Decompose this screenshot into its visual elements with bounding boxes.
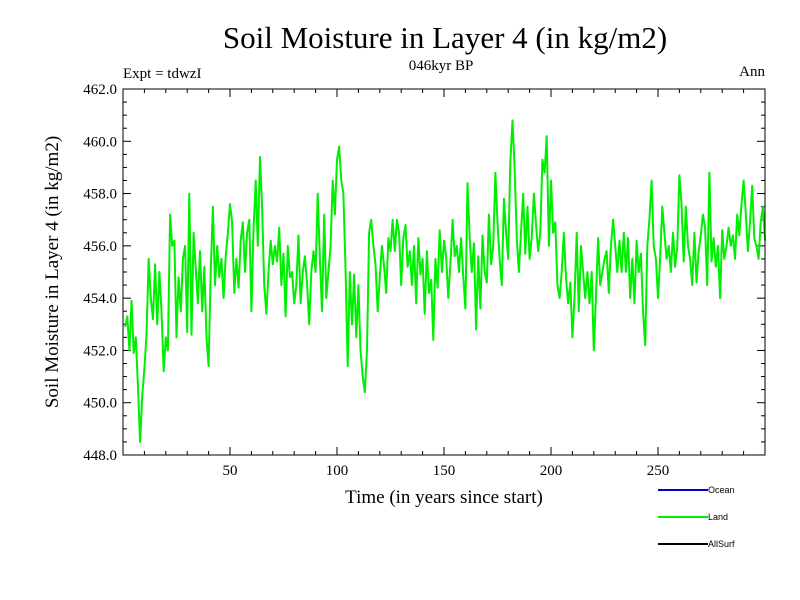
- y-axis-label: Soil Moisture in Layer 4 (in kg/m2): [42, 136, 63, 408]
- x-tick-label: 200: [540, 463, 563, 479]
- axis-ticks: 50 100 150 200 250 448.0 450.0 452.0 454.0 456.0 4…: [83, 82, 765, 479]
- x-tick-label: 100: [326, 463, 349, 479]
- y-tick-label: 448.0: [83, 448, 117, 464]
- chart-subtitle: 046kyr BP: [409, 58, 474, 74]
- series-layer: [124, 119, 766, 443]
- x-axis-label: Time (in years since start): [345, 487, 543, 508]
- y-tick-label: 462.0: [83, 82, 117, 98]
- y-tick-label: 458.0: [83, 187, 117, 203]
- y-tick-label: 460.0: [83, 134, 117, 150]
- experiment-label: Expt = tdwzI: [123, 66, 201, 82]
- x-tick-label: 50: [223, 463, 238, 479]
- x-tick-label: 150: [433, 463, 456, 479]
- season-label: Ann: [739, 64, 765, 80]
- legend-label-allsurf: AllSurf: [708, 539, 735, 549]
- legend-label-ocean: Ocean: [708, 485, 735, 495]
- legend: Ocean Land AllSurf: [658, 485, 735, 549]
- y-tick-label: 452.0: [83, 343, 117, 359]
- y-tick-label: 454.0: [83, 291, 117, 307]
- plot-frame: [122, 88, 766, 456]
- chart-title: Soil Moisture in Layer 4 (in kg/m2): [223, 20, 667, 55]
- series-line-land: [124, 119, 766, 443]
- y-tick-label: 450.0: [83, 396, 117, 412]
- legend-label-land: Land: [708, 512, 728, 522]
- x-tick-label: 250: [647, 463, 670, 479]
- y-tick-label: 456.0: [83, 239, 117, 255]
